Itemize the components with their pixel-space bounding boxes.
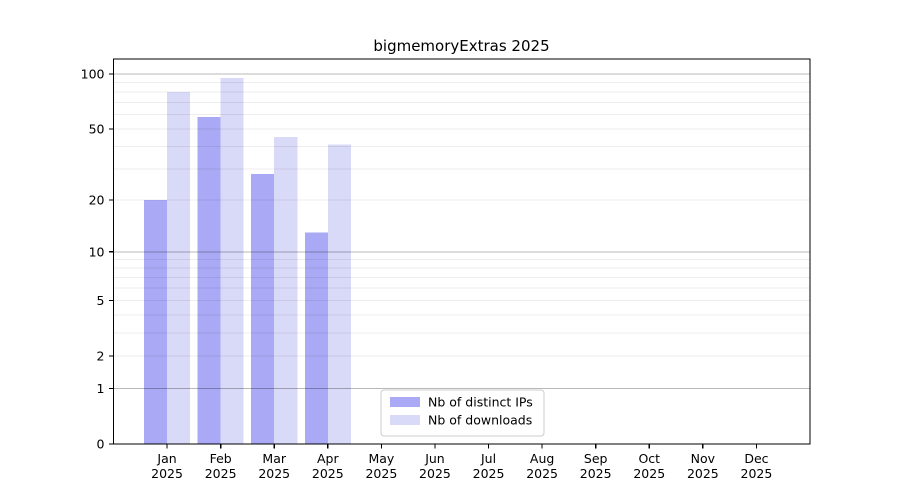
chart-title: bigmemoryExtras 2025 <box>373 37 549 55</box>
legend-swatch-nb-of-distinct-ips <box>390 397 420 407</box>
x-tick-label-month-aug: Aug <box>530 451 554 466</box>
bar-nb-of-distinct-ips-jan <box>144 200 168 444</box>
x-tick-label-month-jun: Jun <box>424 451 445 466</box>
x-tick-label-month-jul: Jul <box>480 451 496 466</box>
y-tick-label-1: 1 <box>97 381 105 396</box>
x-tick-label-month-jan: Jan <box>156 451 176 466</box>
x-tick-label-year-may: 2025 <box>365 466 397 481</box>
legend-label-nb-of-downloads: Nb of downloads <box>428 413 532 428</box>
y-tick-label-20: 20 <box>89 193 105 208</box>
bar-nb-of-downloads-apr <box>327 144 351 444</box>
x-tick-label-year-oct: 2025 <box>633 466 665 481</box>
x-tick-label-year-feb: 2025 <box>205 466 237 481</box>
bar-nb-of-distinct-ips-mar <box>251 174 275 445</box>
legend-swatch-nb-of-downloads <box>390 415 420 425</box>
x-tick-label-month-oct: Oct <box>638 451 660 466</box>
y-tick-label-10: 10 <box>89 244 105 259</box>
x-tick-label-year-nov: 2025 <box>687 466 719 481</box>
x-tick-label-month-dec: Dec <box>744 451 768 466</box>
x-tick-label-month-may: May <box>368 451 394 466</box>
y-tick-label-50: 50 <box>89 121 105 136</box>
y-tick-label-100: 100 <box>81 67 105 82</box>
x-tick-label-month-nov: Nov <box>691 451 716 466</box>
bar-nb-of-downloads-feb <box>220 78 244 444</box>
x-tick-label-year-aug: 2025 <box>526 466 558 481</box>
x-tick-label-year-jan: 2025 <box>151 466 183 481</box>
x-tick-label-year-apr: 2025 <box>312 466 344 481</box>
bar-nb-of-downloads-mar <box>274 137 298 444</box>
y-tick-label-5: 5 <box>97 293 105 308</box>
x-tick-label-month-sep: Sep <box>584 451 608 466</box>
x-tick-label-year-jun: 2025 <box>419 466 451 481</box>
x-tick-label-year-mar: 2025 <box>258 466 290 481</box>
x-tick-label-month-mar: Mar <box>262 451 286 466</box>
x-tick-label-month-feb: Feb <box>210 451 232 466</box>
bar-nb-of-distinct-ips-feb <box>197 117 221 445</box>
legend-label-nb-of-distinct-ips: Nb of distinct IPs <box>428 395 533 410</box>
x-tick-label-year-jul: 2025 <box>473 466 505 481</box>
x-tick-label-month-apr: Apr <box>317 451 339 466</box>
bar-nb-of-downloads-jan <box>167 91 191 445</box>
legend <box>380 389 545 437</box>
y-tick-label-2: 2 <box>97 348 105 363</box>
x-tick-label-year-sep: 2025 <box>580 466 612 481</box>
x-tick-label-year-dec: 2025 <box>741 466 773 481</box>
y-tick-label-0: 0 <box>97 437 105 452</box>
bar-nb-of-distinct-ips-apr <box>304 232 328 444</box>
